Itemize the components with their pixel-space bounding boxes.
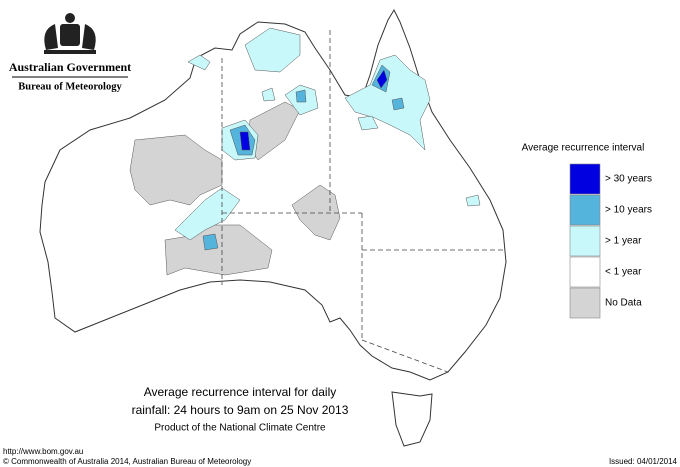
caption-line: Average recurrence interval for daily <box>144 385 337 399</box>
caption-line: Product of the National Climate Centre <box>154 423 326 434</box>
state-border <box>221 30 505 373</box>
footer-url: http://www.bom.gov.au <box>3 447 83 456</box>
rain-area <box>295 89 307 103</box>
footer-issued: Issued: 04/01/2014 <box>609 457 678 466</box>
rain-area <box>174 187 241 241</box>
header-title: Australian Government <box>9 60 131 74</box>
legend-title: Average recurrence interval <box>522 143 645 154</box>
rain-area <box>261 87 276 102</box>
legend-swatch <box>569 225 601 257</box>
rain-area <box>376 69 388 89</box>
header-subtitle: Bureau of Meteorology <box>18 81 122 92</box>
rain-area <box>202 233 219 251</box>
no-data-area <box>129 134 223 206</box>
legend-label: No Data <box>605 298 642 309</box>
legend-label: < 1 year <box>605 267 642 278</box>
rain-area <box>187 54 211 71</box>
legend-swatch <box>569 163 601 195</box>
legend: > 30 years > 10 years > 1 year < 1 year No D… <box>569 163 652 319</box>
legend-swatch <box>569 194 601 226</box>
tasmania-outline <box>391 391 433 447</box>
rain-area <box>357 115 379 131</box>
rain-area <box>239 131 251 151</box>
rain-area <box>465 194 481 207</box>
map <box>39 8 507 447</box>
rain-area <box>244 27 301 73</box>
no-data-area <box>291 184 341 241</box>
rain-area <box>344 54 431 151</box>
legend-label: > 1 year <box>605 236 642 247</box>
footer-copyright: © Commonwealth of Australia 2014, Austra… <box>3 457 251 466</box>
legend-swatch <box>569 256 601 288</box>
coat-of-arms <box>44 13 96 54</box>
rain-area <box>391 97 405 111</box>
legend-swatch <box>569 287 601 319</box>
legend-label: > 30 years <box>605 174 652 185</box>
caption-line: rainfall: 24 hours to 9am on 25 Nov 2013 <box>132 403 349 417</box>
legend-label: > 10 years <box>605 205 652 216</box>
